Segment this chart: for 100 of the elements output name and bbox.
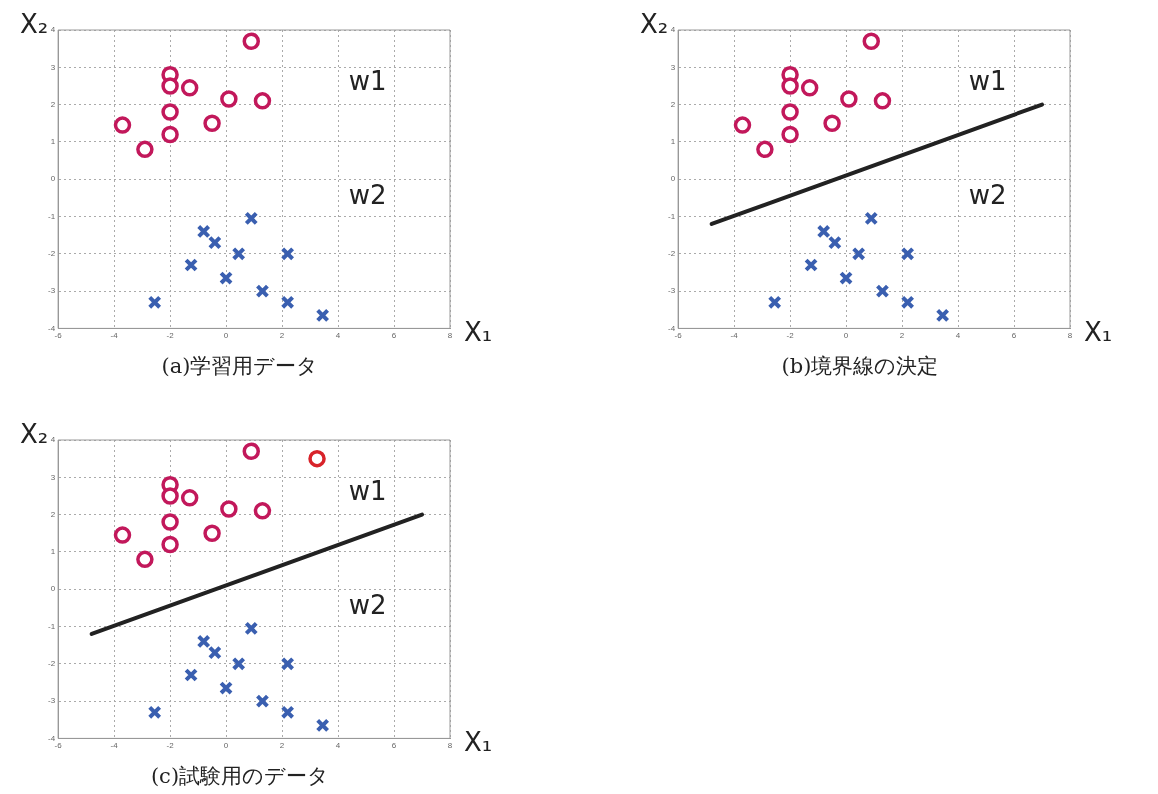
y-tick-label: 3	[670, 62, 676, 72]
y-tick-label: 4	[50, 435, 56, 445]
point	[136, 550, 154, 569]
y-tick-label: 1	[670, 137, 676, 147]
y-tick-label: 0	[670, 174, 676, 184]
point	[196, 634, 211, 649]
x-tick-label: -4	[730, 331, 739, 341]
y-tick-label: 0	[50, 584, 56, 594]
y-axis-title: X₂	[19, 8, 49, 39]
x-axis-title: X₁	[464, 317, 493, 348]
point	[851, 246, 866, 261]
point	[207, 645, 222, 660]
point	[184, 258, 199, 272]
x-tick-label: 2	[279, 741, 285, 751]
point	[161, 103, 179, 121]
point	[280, 295, 295, 310]
point	[220, 500, 238, 518]
y-tick-label: 2	[50, 99, 56, 109]
point	[136, 140, 154, 159]
point	[253, 92, 272, 110]
point	[244, 211, 259, 226]
point	[280, 246, 295, 261]
x-tick-label: 8	[447, 741, 453, 751]
annotation: w2	[348, 179, 387, 210]
x-axis-title: X₁	[464, 727, 493, 758]
point	[219, 271, 234, 285]
point	[800, 79, 819, 97]
x-tick-label: 0	[223, 331, 229, 341]
y-tick-label: 3	[50, 62, 56, 72]
point	[180, 79, 199, 97]
point	[935, 308, 950, 323]
point	[231, 656, 246, 671]
x-tick-label: 4	[335, 741, 341, 751]
x-tick-label: 4	[955, 331, 961, 341]
point	[756, 140, 774, 159]
annotation: w1	[968, 66, 1007, 97]
x-tick-label: 2	[899, 331, 905, 341]
y-tick-label: 4	[50, 25, 56, 35]
y-axis-title: X₂	[19, 418, 49, 449]
point	[231, 246, 246, 261]
x-tick-label: 6	[391, 331, 397, 341]
point	[203, 114, 221, 132]
x-tick-label: 8	[447, 331, 453, 341]
annotation: w2	[968, 179, 1007, 210]
point	[161, 125, 179, 144]
annotation: w1	[348, 66, 387, 97]
point	[161, 535, 179, 554]
point	[781, 103, 799, 121]
point	[315, 718, 330, 733]
y-tick-label: -2	[667, 249, 676, 258]
y-tick-label: -3	[47, 286, 56, 296]
point	[280, 656, 295, 671]
x-tick-label: 0	[843, 331, 849, 341]
x-tick-label: -4	[110, 741, 119, 751]
point	[203, 524, 221, 542]
point	[161, 513, 179, 531]
point	[823, 114, 841, 132]
point	[875, 284, 890, 299]
point	[781, 77, 799, 95]
annotation: w1	[348, 476, 387, 507]
point	[244, 621, 259, 636]
point	[219, 681, 234, 695]
point	[113, 526, 132, 544]
point	[255, 694, 270, 709]
point	[900, 295, 915, 310]
point	[280, 705, 295, 720]
y-tick-label: -2	[47, 249, 56, 258]
point	[161, 487, 179, 505]
y-tick-label: -1	[47, 621, 56, 631]
point	[113, 116, 132, 134]
y-tick-label: 1	[50, 137, 56, 147]
text: (c)試験用のデータ	[149, 763, 331, 790]
y-tick-label: -4	[47, 733, 56, 743]
x-tick-label: 2	[279, 331, 285, 341]
x-tick-label: 6	[391, 741, 397, 751]
x-tick-label: 8	[1067, 331, 1073, 341]
point	[196, 224, 211, 239]
y-tick-label: 3	[50, 472, 56, 482]
point	[862, 32, 881, 50]
y-tick-label: -3	[667, 286, 676, 296]
point	[733, 116, 752, 134]
point	[308, 449, 326, 468]
point	[781, 125, 799, 144]
point	[315, 308, 330, 323]
point	[180, 489, 199, 507]
y-axis-title: X₂	[639, 8, 669, 39]
x-axis-title: X₁	[1084, 317, 1113, 348]
point	[253, 502, 272, 520]
point	[804, 258, 819, 272]
point	[242, 32, 261, 50]
y-tick-label: 0	[50, 174, 56, 184]
x-tick-label: 0	[223, 741, 229, 751]
point	[839, 271, 854, 285]
point	[816, 224, 831, 239]
x-tick-label: -2	[786, 331, 795, 341]
x-tick-label: 4	[335, 331, 341, 341]
y-tick-label: -4	[47, 323, 56, 333]
point	[147, 295, 162, 310]
y-tick-label: -4	[667, 323, 676, 333]
point	[873, 92, 892, 110]
